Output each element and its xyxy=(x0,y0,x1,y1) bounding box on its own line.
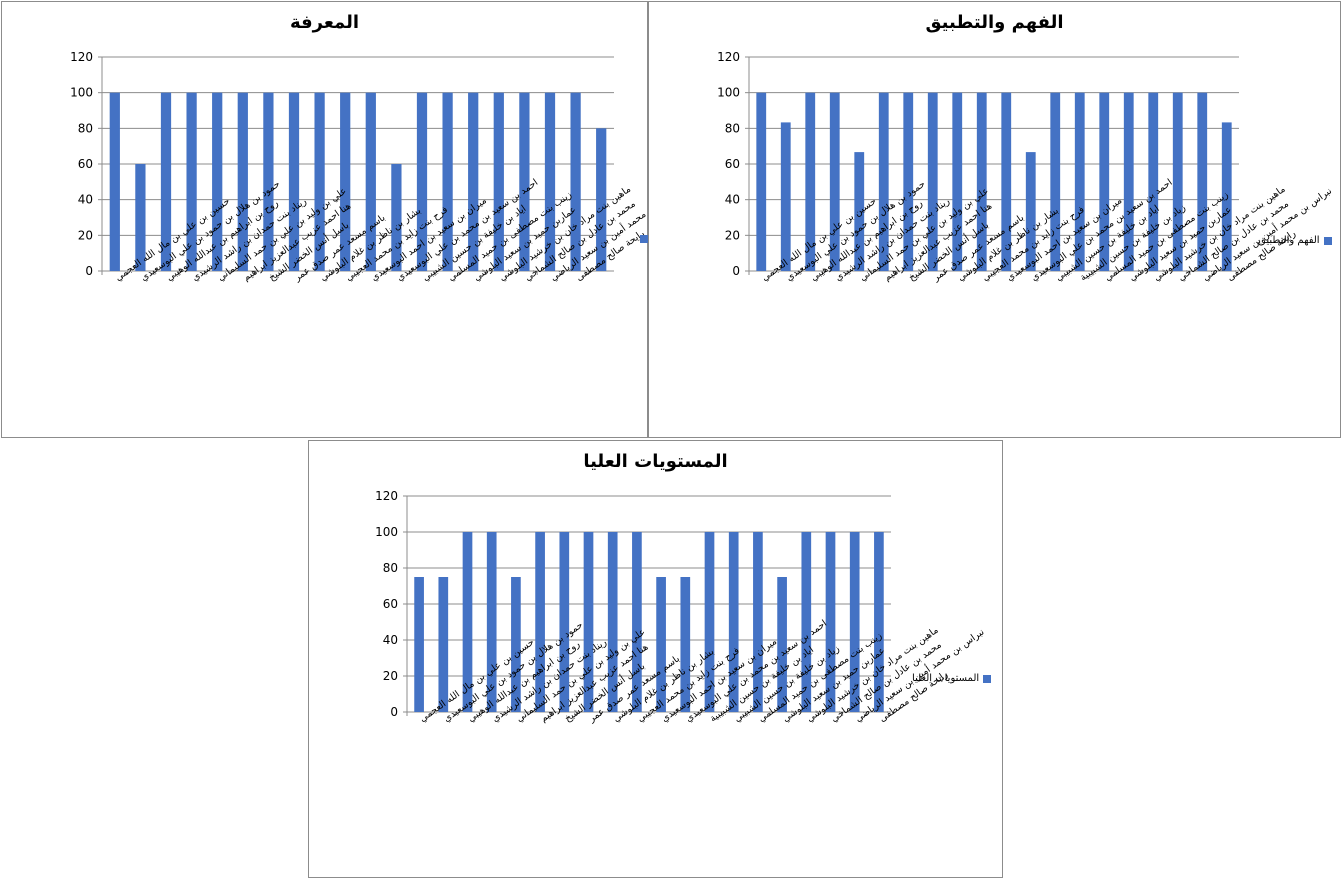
chart-legend: الفهم والتطبيق xyxy=(1258,235,1332,246)
bar xyxy=(237,92,248,272)
bar xyxy=(570,92,581,272)
bar xyxy=(1074,92,1085,272)
bar xyxy=(1221,122,1232,271)
bar xyxy=(462,532,473,712)
y-tick-label: 60 xyxy=(725,157,740,171)
y-tick-label: 60 xyxy=(383,597,398,611)
bar xyxy=(288,92,300,272)
bar xyxy=(825,532,836,712)
bar xyxy=(340,92,351,272)
bar xyxy=(801,532,812,712)
y-tick-label: 0 xyxy=(390,705,398,719)
bar xyxy=(805,92,816,272)
bar xyxy=(1001,92,1012,272)
y-tick-label: 120 xyxy=(70,50,93,64)
y-tick-label: 60 xyxy=(78,157,93,171)
bar xyxy=(854,152,865,271)
bar xyxy=(416,92,428,272)
bar xyxy=(680,577,691,712)
bar xyxy=(391,164,402,271)
bar xyxy=(1123,92,1134,272)
bar xyxy=(486,532,497,712)
y-tick-label: 100 xyxy=(375,525,398,539)
bar xyxy=(952,92,963,272)
bar xyxy=(656,577,666,712)
chart-title: المستويات العليا xyxy=(583,451,728,472)
bar xyxy=(704,532,715,712)
bar xyxy=(212,92,223,272)
chart-understanding-application: الفهم والتطبيق 0 20 40 60 80 100 120 حسين بن عل… xyxy=(648,1,1341,438)
legend-label: المستويات العليا xyxy=(912,673,980,684)
bar xyxy=(438,577,449,712)
bar xyxy=(583,532,594,712)
bar xyxy=(607,532,618,712)
bar xyxy=(559,532,570,712)
y-tick-label: 0 xyxy=(732,264,740,278)
bar xyxy=(874,532,884,712)
bar xyxy=(135,164,146,271)
bar xyxy=(442,92,453,272)
bar xyxy=(535,532,545,712)
bar xyxy=(1050,92,1061,272)
bar xyxy=(468,92,479,272)
bar xyxy=(1148,92,1159,272)
bar xyxy=(493,92,504,272)
y-tick-label: 120 xyxy=(717,50,740,64)
y-tick-label: 20 xyxy=(383,669,398,683)
y-tick-label: 20 xyxy=(78,228,93,242)
bar xyxy=(632,532,642,712)
legend-swatch xyxy=(640,235,648,243)
bar xyxy=(1025,152,1036,271)
y-tick-label: 40 xyxy=(383,633,398,647)
y-tick-label: 120 xyxy=(375,489,398,503)
legend-swatch xyxy=(1323,236,1332,245)
bar xyxy=(1172,92,1183,272)
bar xyxy=(903,92,914,272)
bar xyxy=(829,92,840,272)
bar xyxy=(365,92,376,272)
bar xyxy=(109,92,120,272)
legend-swatch xyxy=(983,674,992,683)
bar xyxy=(544,92,556,272)
bar xyxy=(849,532,860,712)
bar xyxy=(753,532,763,712)
y-tick-label: 20 xyxy=(725,228,740,242)
chart-title: المعرفة xyxy=(289,12,360,33)
bar xyxy=(263,92,274,272)
y-tick-label: 100 xyxy=(717,86,740,100)
bar xyxy=(1099,92,1110,272)
bar xyxy=(160,92,172,272)
bar xyxy=(927,92,938,272)
bar xyxy=(976,92,987,272)
y-tick-label: 0 xyxy=(85,264,93,278)
y-tick-label: 80 xyxy=(725,121,740,135)
bar xyxy=(414,577,424,712)
chart-legend xyxy=(636,235,648,243)
y-tick-label: 80 xyxy=(78,121,93,135)
y-tick-label: 100 xyxy=(70,86,93,100)
bar xyxy=(314,92,325,272)
chart-legend: المستويات العليا xyxy=(912,673,992,684)
bar xyxy=(511,577,521,712)
chart-title: الفهم والتطبيق xyxy=(925,12,1064,33)
legend-label: الفهم والتطبيق xyxy=(1258,235,1320,246)
chart-knowledge: المعرفة 0 20 40 60 80 100 120 حسين بن علي بن ما… xyxy=(1,1,648,438)
bar xyxy=(756,92,767,272)
bar xyxy=(780,122,791,271)
bar xyxy=(519,92,530,272)
y-tick-label: 80 xyxy=(383,561,398,575)
y-tick-label: 40 xyxy=(78,193,93,207)
bar xyxy=(1197,92,1208,272)
bar xyxy=(878,92,889,272)
bar xyxy=(777,577,787,712)
bar xyxy=(186,92,197,272)
bar xyxy=(596,128,607,271)
bar xyxy=(728,532,739,712)
y-tick-label: 40 xyxy=(725,193,740,207)
chart-higher-levels: المستويات العليا 0 20 40 60 80 100 120 حسين بن … xyxy=(308,440,1003,878)
